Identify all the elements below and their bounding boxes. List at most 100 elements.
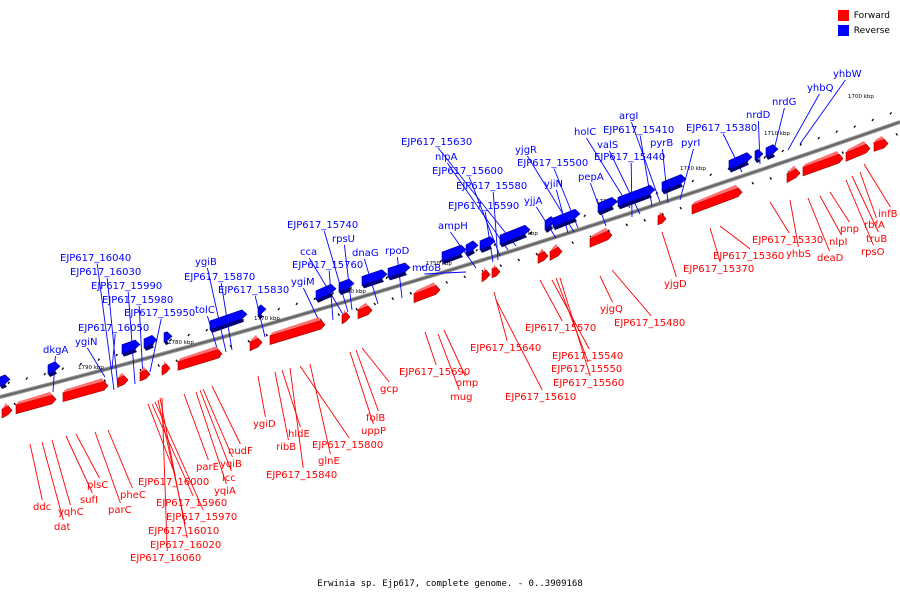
tick-label: 1780 kbp <box>168 340 194 346</box>
forward-gene-arrow <box>549 246 563 261</box>
leader-line <box>202 388 233 458</box>
leader-line <box>75 433 100 479</box>
leader-line <box>355 349 379 412</box>
tick-label: 1790 kbp <box>78 365 104 371</box>
forward-gene-shade <box>2 402 8 409</box>
leader-line <box>661 148 669 204</box>
forward-gene-shade <box>414 282 436 294</box>
axis-dash <box>385 276 389 280</box>
leader-line <box>443 329 466 377</box>
leader-line <box>106 277 119 389</box>
gene-label-dkga: dkgA <box>43 345 68 356</box>
axis-dash <box>475 248 479 252</box>
gene-label-ddc: ddc <box>33 502 51 513</box>
axis-dash <box>13 402 17 406</box>
reverse-gene-arrow <box>387 262 411 278</box>
gene-label-rpsu: rpsU <box>332 234 355 245</box>
axis-dash <box>277 307 281 311</box>
forward-gene-arrow <box>62 380 109 403</box>
reverse-gene-arrow <box>728 152 753 170</box>
reverse-swatch <box>837 25 849 36</box>
reverse-gene-shade <box>480 245 492 253</box>
axis-dash <box>187 333 191 337</box>
leader-line <box>309 363 331 455</box>
reverse-gene-shade <box>164 340 169 345</box>
reverse-leader-lines <box>52 79 846 393</box>
reverse-gene-shade <box>144 344 154 351</box>
forward-gene-shade <box>550 244 558 252</box>
reverse-gene-arrow <box>765 144 779 158</box>
axis-dash <box>7 381 11 385</box>
gene-label-dead: deaD <box>817 253 844 264</box>
axis-dash <box>607 229 611 233</box>
leader-line <box>679 148 694 201</box>
forward-genes <box>1 136 889 419</box>
axis-dash <box>355 307 359 311</box>
gene-label-phec: pheC <box>120 490 146 501</box>
leader-line <box>559 277 591 377</box>
gene-label-ejp617-15830: EJP617_15830 <box>218 285 289 296</box>
gene-label-ejp617-15370: EJP617_15370 <box>683 264 754 275</box>
axis-dash <box>517 258 521 262</box>
forward-gene-shade <box>270 317 321 336</box>
leader-line <box>51 439 71 506</box>
axis-dash <box>781 149 785 153</box>
leader-line <box>829 191 850 223</box>
gene-label-ejp617-15550: EJP617_15550 <box>551 364 622 375</box>
leader-line <box>709 227 721 263</box>
gene-label-dat: dat <box>54 522 70 533</box>
axis-dash <box>205 328 209 332</box>
gene-label-yhbs: yhbS <box>786 249 811 260</box>
gene-label-ejp617-15970: EJP617_15970 <box>166 512 237 523</box>
leader-line <box>495 299 543 391</box>
gene-label-ejp617-15540: EJP617_15540 <box>552 351 623 362</box>
forward-gene-shade <box>342 309 346 315</box>
leader-line <box>789 199 799 248</box>
forward-leader-lines <box>29 163 891 552</box>
reverse-gene-labels: dkgA ygiN EJP617_16050 EJP617_15950 EJP617_1… <box>43 69 862 356</box>
leader-line <box>41 441 64 521</box>
axis-dash <box>331 292 335 295</box>
leader-line <box>447 162 509 251</box>
axis-dash <box>871 118 875 122</box>
axis-dash <box>169 338 173 342</box>
gene-label-ribb: ribB <box>276 442 296 453</box>
forward-gene-arrow <box>786 168 801 183</box>
axis-dash <box>841 151 845 154</box>
tick-label: 1710 kbp <box>764 131 790 137</box>
leader-line <box>289 367 304 469</box>
gene-label-ejp617-15960: EJP617_15960 <box>156 498 227 509</box>
gene-label-mug: mug <box>450 392 472 403</box>
leader-line <box>127 291 136 385</box>
gene-label-ejp617-16060: EJP617_16060 <box>130 553 201 564</box>
gene-label-yqia: yqiA <box>214 486 236 497</box>
reverse-gene-shade <box>258 313 263 320</box>
gene-label-ejp617-15640: EJP617_15640 <box>470 343 541 354</box>
gene-label-icc: icc <box>222 473 236 484</box>
gene-label-ygim: ygiM <box>291 277 315 288</box>
leader-line <box>863 163 891 208</box>
gene-label-ejp617-16050: EJP617_16050 <box>78 323 149 334</box>
axis-dash <box>769 177 773 180</box>
leader-line <box>281 369 301 428</box>
gene-label-yjgd: yjgD <box>664 279 687 290</box>
axis-dash <box>445 280 449 284</box>
reverse-gene-shade <box>210 318 244 333</box>
axis-dash <box>391 297 395 301</box>
forward-gene-shade <box>658 211 662 216</box>
axis-dash <box>409 291 413 295</box>
leader-line <box>183 393 209 461</box>
gene-label-ygin: ygiN <box>75 337 98 348</box>
gene-label-ejp617-15800: EJP617_15800 <box>312 440 383 451</box>
leader-line <box>147 403 176 476</box>
axis-dash <box>751 181 755 185</box>
leader-line <box>96 263 115 391</box>
gene-label-ejp617-16040: EJP617_16040 <box>60 253 131 264</box>
forward-gene-shade <box>590 227 608 239</box>
axis-dash <box>691 179 695 183</box>
reverse-gene-arrow <box>441 244 467 262</box>
axis-dash <box>103 379 107 382</box>
leader-line <box>769 201 790 234</box>
axis-dash <box>157 364 161 367</box>
